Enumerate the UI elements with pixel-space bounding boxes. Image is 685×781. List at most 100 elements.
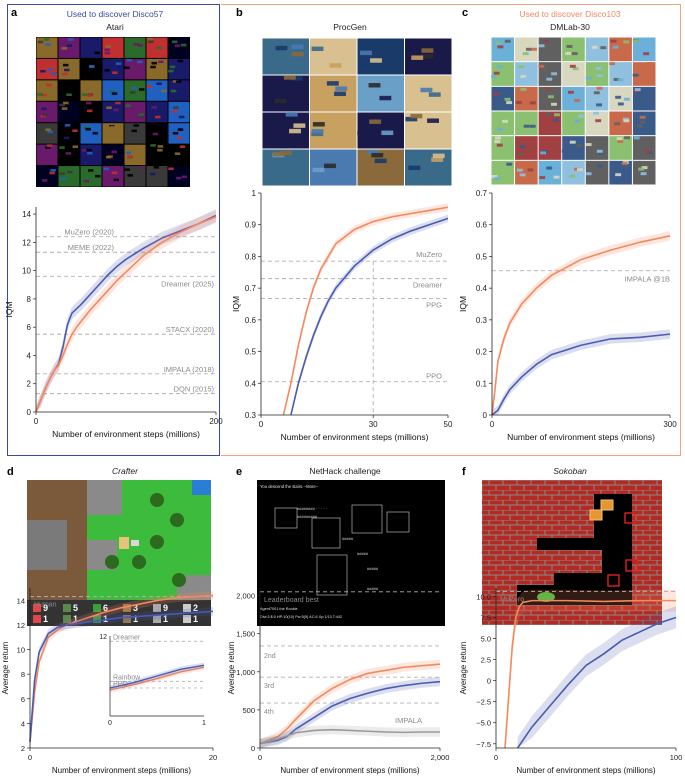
series-line: [504, 599, 676, 749]
crafter-inventory-count: 3: [133, 603, 138, 613]
thumbnail-tile: [262, 75, 309, 112]
thumbnail-detail: [37, 128, 44, 132]
panel-letter-c: c: [462, 7, 469, 19]
panel-letter-e: e: [236, 466, 243, 478]
thumbnail-detail: [632, 73, 639, 77]
thumbnail-detail: [62, 63, 69, 67]
thumbnail-tile: [491, 111, 515, 136]
thumbnail-tile: [124, 58, 146, 80]
thumbnail-detail: [151, 61, 157, 65]
thumbnail-detail: [133, 124, 140, 127]
thumbnail-detail: [497, 127, 504, 131]
thumbnail-detail: [596, 86, 603, 90]
thumbnail-detail: [43, 38, 50, 41]
thumbnail-detail: [335, 86, 348, 91]
thumbnail-tile: [562, 136, 585, 160]
thumbnail-tile: [36, 101, 58, 123]
thumbnail-detail: [60, 177, 67, 181]
thumbnail-detail: [324, 163, 336, 169]
svg-text:#####: #####: [357, 551, 369, 556]
thumbnail-detail: [623, 40, 630, 44]
thumbnail-detail: [92, 131, 99, 135]
thumbnail-detail: [593, 91, 600, 95]
x-tick-label: 0: [490, 420, 495, 429]
thumbnail-tile: [357, 75, 404, 112]
svg-text:#####: #####: [367, 566, 379, 571]
thumbnail-detail: [623, 97, 630, 101]
thumbnail-detail: [421, 48, 434, 53]
thumbnail-detail: [172, 80, 179, 83]
thumbnail-detail: [641, 166, 648, 170]
thumbnail-detail: [160, 110, 166, 114]
thumbnail-detail: [573, 120, 580, 124]
thumbnail-detail: [409, 93, 422, 98]
thumbnail-detail: [290, 76, 303, 81]
thumbnail-tile: [357, 38, 404, 75]
reference-label: DQN (2015): [174, 385, 215, 394]
y-tick-label: 10: [17, 646, 25, 655]
thumbnail-detail: [617, 78, 624, 82]
thumbnail-tile: [102, 101, 124, 123]
inset-background: [100, 633, 205, 713]
thumbnail-detail: [494, 177, 501, 181]
inset-reference-label: PPO: [113, 681, 128, 688]
thumbnail-detail: [61, 47, 68, 50]
thumbnail-detail: [168, 69, 174, 73]
thumbnail-detail: [595, 119, 602, 123]
thumbnail-detail: [643, 149, 650, 153]
thumbnail-detail: [312, 122, 325, 127]
thumbnail-detail: [538, 44, 545, 48]
thumbnail-tile: [515, 86, 538, 111]
atari-game-grid: [36, 37, 190, 187]
y-axis-label: Average return: [227, 642, 236, 695]
thumbnail-detail: [615, 173, 622, 177]
thumbnail-tile: [310, 75, 357, 112]
crafter-inventory-icon: [183, 604, 191, 612]
dmlab-level-grid: [491, 37, 656, 185]
thumbnail-tile: [538, 37, 562, 62]
thumbnail-detail: [131, 129, 138, 133]
thumbnail-detail: [177, 128, 184, 131]
crafter-inventory-icon: [123, 604, 131, 612]
svg-text:######## · · · · ·: ######## · · · · ·: [297, 506, 327, 511]
thumbnail-tile: [58, 80, 80, 101]
thumbnail-detail: [115, 62, 122, 65]
thumbnail-detail: [410, 113, 423, 119]
chart-dmlab-iqm: IMPALA @1B 0 0.1 0.2 0.3 0.4 0.5 0.6 0.7 0 300 Numb…: [458, 189, 677, 442]
thumbnail-detail: [497, 45, 504, 49]
thumbnail-tile: [58, 144, 80, 166]
thumbnail-detail: [88, 169, 94, 172]
thumbnail-detail: [175, 80, 182, 83]
thumbnail-detail: [597, 123, 604, 127]
thumbnail-detail: [515, 100, 522, 104]
y-tick-label: 500: [242, 706, 255, 715]
thumbnail-detail: [50, 169, 56, 172]
thumbnail-detail: [374, 158, 387, 164]
y-tick-label: 0.5: [245, 348, 257, 357]
thumbnail-detail: [329, 63, 342, 68]
x-tick-label: 0: [259, 420, 264, 429]
thumbnail-tile: [262, 112, 309, 149]
series-line: [35, 216, 217, 413]
thumbnail-detail: [494, 140, 501, 144]
crafter-player-icon: [119, 537, 129, 549]
crafter-inventory-icon: [153, 604, 161, 612]
thumbnail-detail: [37, 149, 44, 152]
panel-a-title: Atari: [106, 22, 124, 32]
series-band: [290, 214, 448, 415]
thumbnail-tile: [491, 136, 515, 160]
reference-label: Dreamer (2025): [161, 279, 214, 288]
thumbnail-detail: [567, 90, 574, 94]
y-tick-label: 1: [252, 189, 257, 198]
thumbnail-detail: [585, 143, 592, 147]
crafter-inventory-count: 9: [43, 603, 48, 613]
thumbnail-detail: [64, 124, 71, 127]
thumbnail-detail: [46, 144, 53, 147]
thumbnail-detail: [64, 68, 70, 72]
y-axis-label: IQM: [4, 301, 14, 317]
thumbnail-detail: [427, 118, 439, 123]
thumbnail-detail: [72, 129, 78, 133]
y-tick-label: 12: [17, 621, 25, 630]
thumbnail-detail: [37, 93, 43, 96]
reference-label: 4th: [264, 709, 274, 716]
